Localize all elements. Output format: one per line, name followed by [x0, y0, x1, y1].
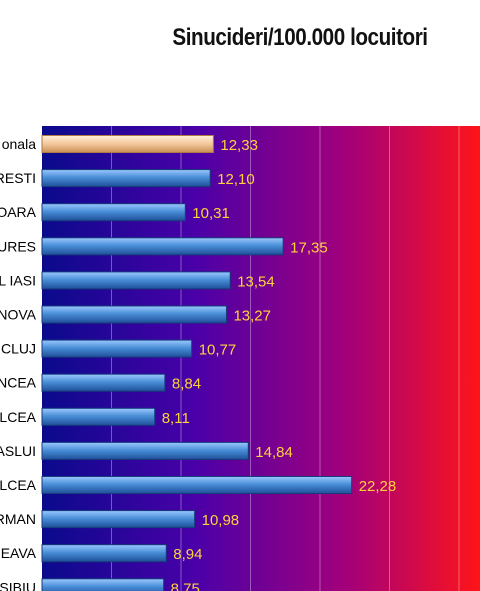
bar: [41, 407, 156, 426]
bar: [41, 510, 196, 529]
data-label: 8,75: [171, 580, 200, 591]
bars: [41, 135, 353, 591]
data-label: 10,98: [202, 512, 240, 529]
category-label: EAVA: [1, 545, 37, 561]
category-label: RESTI: [0, 170, 36, 186]
value-labels: 12,33 12,10 10,31 17,35 13,54 13,27 10,77 8,84 8…: [162, 137, 397, 591]
bar: [41, 544, 167, 563]
data-label: 10,77: [199, 342, 237, 359]
chart-title: Sinucideri/100.000 locuitori: [172, 24, 428, 51]
category-label: RMAN: [0, 511, 36, 527]
category-label: OARA: [0, 204, 37, 220]
bar: [41, 476, 353, 494]
data-label: 13,27: [233, 308, 271, 325]
data-label: 8,11: [162, 410, 190, 427]
category-label: L IASI: [0, 272, 36, 288]
category-label: NCEA: [0, 375, 37, 391]
category-labels: onala RESTI OARA URES L IASI NOVA CLUJ NCEA ILCE…: [0, 136, 37, 591]
data-label: 14,84: [255, 444, 293, 461]
bar: [41, 203, 186, 222]
data-label: 17,35: [290, 239, 328, 256]
bar: [41, 339, 193, 358]
bar: [41, 305, 227, 324]
category-label: ASLUI: [0, 443, 36, 459]
bar: [41, 169, 211, 188]
bar: [41, 135, 214, 153]
data-label: 13,54: [237, 273, 275, 290]
data-label: 10,31: [192, 205, 230, 222]
bar: [41, 441, 249, 460]
data-label: 12,33: [220, 137, 258, 154]
category-label: URES: [0, 238, 36, 254]
category-label: onala: [2, 136, 36, 152]
category-label: NOVA: [0, 307, 37, 323]
bar: [41, 237, 284, 256]
bar: [41, 373, 166, 392]
category-label: ULCEA: [0, 477, 37, 493]
data-label: 8,94: [173, 546, 202, 563]
data-label: 8,84: [172, 376, 201, 393]
bar: [41, 271, 231, 290]
data-label: 12,10: [217, 171, 255, 188]
category-label: CLUJ: [1, 341, 36, 357]
bar: [41, 578, 165, 591]
data-label: 22,28: [359, 478, 397, 495]
category-label: SIBIU: [0, 579, 36, 591]
